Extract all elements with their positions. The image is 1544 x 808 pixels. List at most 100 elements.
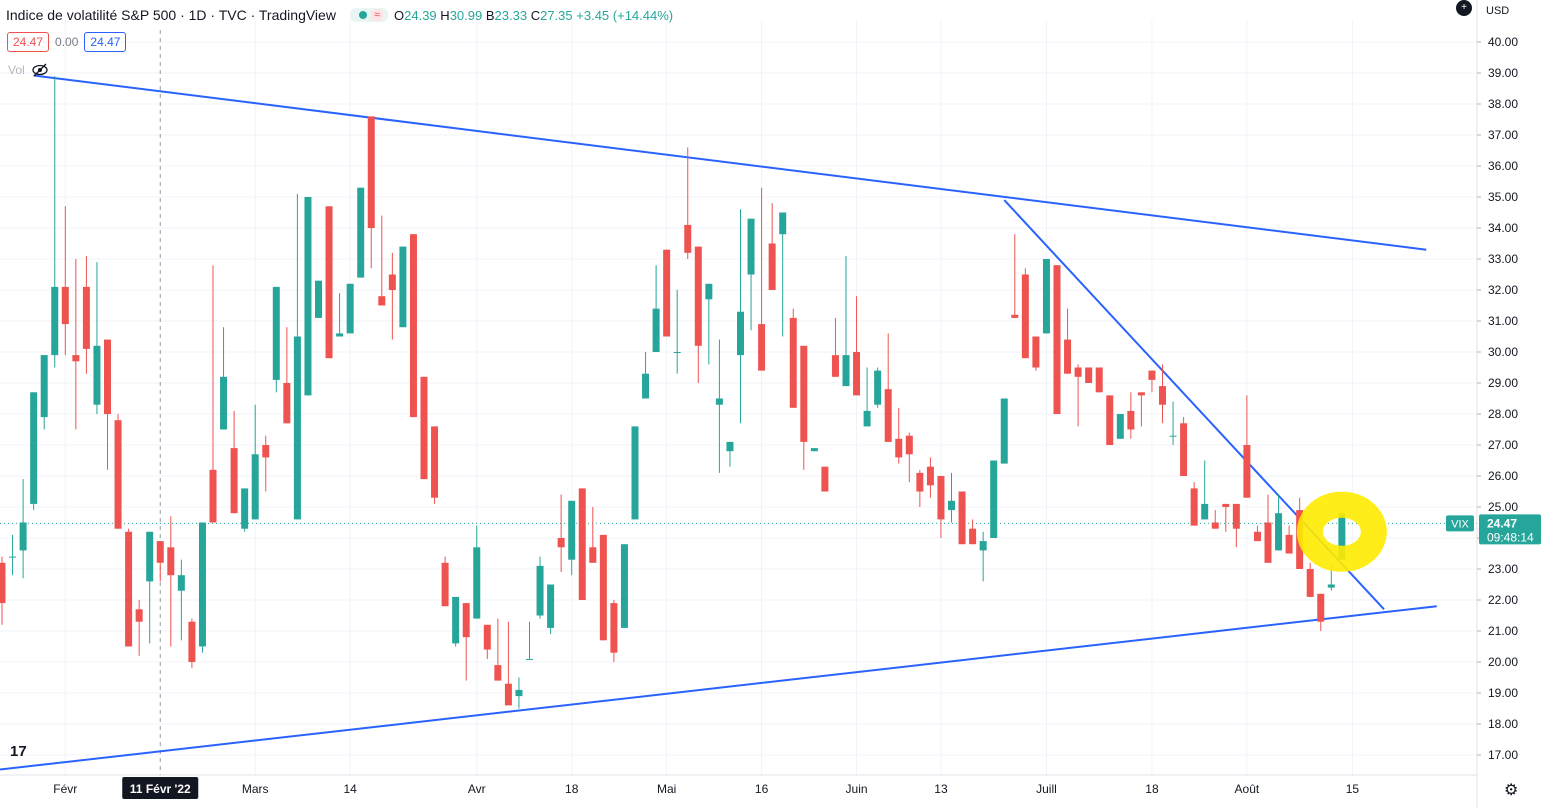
candle-body[interactable]: [0, 562, 6, 604]
candle-body[interactable]: [1095, 367, 1103, 393]
candle-body[interactable]: [789, 317, 797, 408]
candle-body[interactable]: [694, 246, 702, 346]
candle-body[interactable]: [1011, 314, 1019, 318]
trendline-upper[interactable]: [33, 74, 1427, 251]
candle-body[interactable]: [842, 355, 850, 387]
candle-body[interactable]: [1085, 367, 1093, 384]
candle-body[interactable]: [336, 333, 344, 337]
candle-body[interactable]: [1180, 423, 1188, 476]
candle-body[interactable]: [431, 426, 439, 498]
candle-body[interactable]: [1264, 522, 1272, 563]
candle-body[interactable]: [768, 243, 776, 291]
candle-body[interactable]: [114, 420, 122, 529]
candle-body[interactable]: [262, 445, 270, 458]
candle-body[interactable]: [1243, 445, 1251, 498]
candle-body[interactable]: [1137, 392, 1145, 396]
candle-body[interactable]: [135, 609, 143, 622]
candle-body[interactable]: [737, 311, 744, 356]
candle-body[interactable]: [705, 283, 713, 300]
candle-body[interactable]: [1032, 336, 1040, 368]
candle-body[interactable]: [1042, 259, 1050, 334]
candle-body[interactable]: [758, 324, 766, 371]
candle-body[interactable]: [821, 466, 829, 492]
candle-body[interactable]: [726, 441, 734, 452]
candle-body[interactable]: [388, 274, 396, 291]
candle-body[interactable]: [979, 541, 987, 551]
candle-body[interactable]: [93, 345, 101, 405]
candle-body[interactable]: [293, 336, 301, 520]
input-value-red[interactable]: 24.47: [7, 32, 50, 52]
candle-body[interactable]: [1338, 513, 1346, 560]
eye-slash-icon[interactable]: [31, 63, 49, 77]
candle-body[interactable]: [610, 603, 618, 653]
candle-body[interactable]: [462, 603, 470, 638]
candle-body[interactable]: [1127, 410, 1135, 430]
symbol-title[interactable]: Indice de volatilité S&P 500 · 1D · TVC …: [6, 7, 336, 23]
candle-body[interactable]: [72, 355, 80, 362]
candle-body[interactable]: [673, 352, 681, 353]
candle-body[interactable]: [958, 491, 966, 545]
candle-body[interactable]: [104, 339, 111, 414]
candle-body[interactable]: [125, 531, 133, 647]
candle-body[interactable]: [515, 689, 523, 697]
candle-body[interactable]: [156, 541, 164, 563]
candle-body[interactable]: [1074, 367, 1082, 377]
candle-body[interactable]: [9, 556, 17, 558]
gear-icon[interactable]: ⚙: [1504, 782, 1519, 799]
candle-body[interactable]: [473, 547, 481, 619]
candle-body[interactable]: [1064, 339, 1072, 374]
candle-body[interactable]: [1201, 503, 1209, 520]
candle-body[interactable]: [19, 522, 27, 551]
candle-body[interactable]: [684, 224, 692, 253]
candle-body[interactable]: [1222, 503, 1230, 507]
candle-body[interactable]: [589, 547, 597, 563]
candle-body[interactable]: [188, 621, 196, 662]
candle-body[interactable]: [874, 370, 882, 405]
candle-body[interactable]: [241, 488, 249, 529]
candle-body[interactable]: [663, 249, 671, 337]
candle-body[interactable]: [483, 624, 491, 650]
candle-body[interactable]: [272, 286, 280, 380]
candle-body[interactable]: [557, 538, 565, 548]
candle-body[interactable]: [990, 460, 998, 539]
candle-body[interactable]: [800, 345, 808, 442]
candle-body[interactable]: [51, 286, 59, 356]
candle-body[interactable]: [969, 528, 977, 545]
candle-body[interactable]: [1306, 569, 1314, 597]
candle-body[interactable]: [420, 376, 428, 480]
candle-body[interactable]: [547, 584, 555, 628]
candle-body[interactable]: [378, 296, 386, 306]
candle-body[interactable]: [916, 472, 924, 492]
candle-body[interactable]: [853, 352, 861, 396]
candle-body[interactable]: [948, 500, 955, 511]
candle-body[interactable]: [1275, 513, 1283, 551]
volume-legend[interactable]: Vol: [8, 63, 49, 77]
candle-body[interactable]: [1211, 522, 1219, 529]
trendline-lower[interactable]: [0, 605, 1437, 771]
candle-body[interactable]: [810, 448, 818, 452]
candle-body[interactable]: [536, 565, 544, 616]
candle-body[interactable]: [1116, 414, 1124, 439]
candle-body[interactable]: [315, 280, 322, 318]
candle-body[interactable]: [30, 392, 38, 504]
candle-body[interactable]: [220, 376, 228, 430]
candle-body[interactable]: [620, 544, 628, 628]
candle-body[interactable]: [652, 308, 660, 352]
candle-body[interactable]: [905, 435, 913, 455]
candle-body[interactable]: [441, 562, 449, 607]
add-button[interactable]: +: [1456, 0, 1472, 16]
candle-body[interactable]: [1000, 398, 1008, 464]
candle-body[interactable]: [715, 398, 723, 405]
candle-body[interactable]: [1285, 534, 1293, 554]
candle-body[interactable]: [304, 197, 312, 396]
candle-body[interactable]: [167, 547, 175, 576]
candle-body[interactable]: [1106, 395, 1114, 445]
currency-label[interactable]: USD: [1486, 5, 1510, 17]
candle-body[interactable]: [599, 534, 607, 641]
candle-body[interactable]: [40, 355, 48, 418]
candle-body[interactable]: [863, 410, 871, 427]
candle-body[interactable]: [177, 575, 185, 591]
candle-body[interactable]: [251, 454, 259, 520]
